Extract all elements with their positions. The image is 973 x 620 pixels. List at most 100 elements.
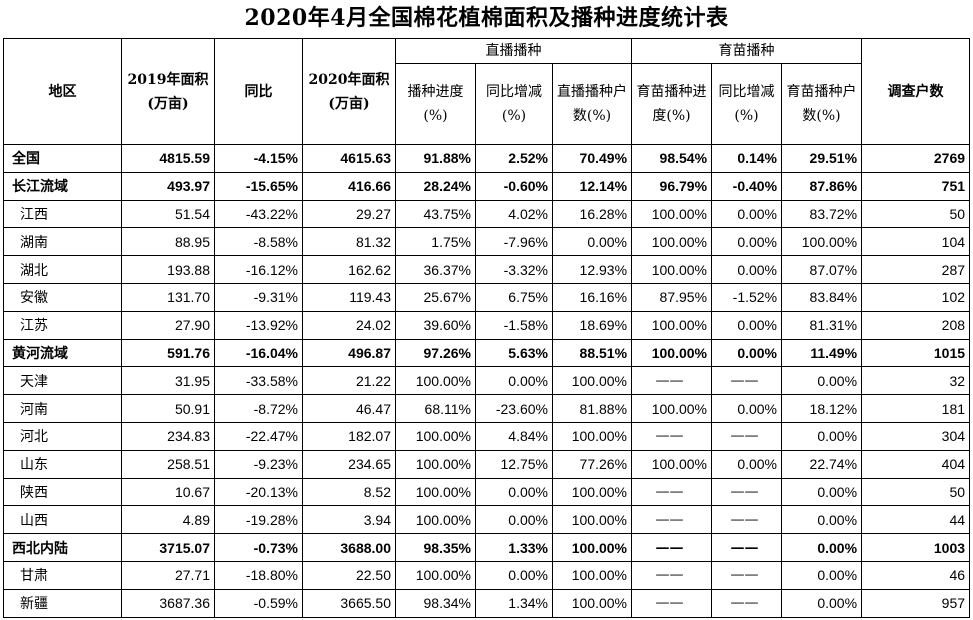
cell-direct-progress: 100.00%: [395, 560, 476, 590]
cell-seedling-progress: 100.00%: [631, 199, 713, 229]
cell-region: 山西: [3, 505, 122, 535]
cell-direct-households: 0.00%: [551, 227, 633, 257]
cell-direct-progress: 68.11%: [395, 394, 476, 423]
cell-yoy: -18.80%: [214, 560, 303, 590]
cell-direct-change: -0.60%: [475, 171, 553, 201]
table-body: 全国 4815.59 -4.15% 4615.63 91.88% 2.52% 70.49% 9…: [3, 144, 971, 618]
header-seedling-households: 育苗播种户数(%): [781, 63, 863, 145]
cell-survey: 287: [861, 255, 971, 284]
cell-seedling-change: ——: [711, 588, 783, 618]
cell-survey: 208: [861, 310, 971, 340]
cell-yoy: -43.22%: [214, 199, 303, 229]
cell-seedling-households: 0.00%: [781, 477, 863, 507]
table-row: 江西 51.54 -43.22% 29.27 43.75% 4.02% 16.28% 100.…: [3, 199, 971, 229]
cell-direct-change: 1.34%: [475, 588, 553, 618]
cell-direct-households: 100.00%: [551, 533, 633, 562]
cell-seedling-progress: 98.54%: [631, 144, 713, 173]
table-row: 河南 50.91 -8.72% 46.47 68.11% -23.60% 81.88% 100…: [3, 394, 971, 423]
cell-direct-households: 16.16%: [551, 282, 633, 312]
cell-region: 河北: [3, 421, 122, 451]
cell-direct-progress: 1.75%: [395, 227, 476, 257]
cell-direct-change: 6.75%: [475, 282, 553, 312]
cell-region: 天津: [3, 366, 122, 396]
cell-direct-households: 100.00%: [551, 505, 633, 535]
table-row: 湖北 193.88 -16.12% 162.62 36.37% -3.32% 12.93% 1…: [3, 255, 971, 284]
cell-yoy: -9.23%: [214, 449, 303, 479]
cell-direct-households: 12.93%: [551, 255, 633, 284]
cell-area-2019: 193.88: [121, 255, 215, 284]
cell-direct-change: -3.32%: [475, 255, 553, 284]
cell-seedling-change: ——: [711, 366, 783, 396]
cell-survey: 304: [861, 421, 971, 451]
cell-direct-progress: 98.35%: [395, 533, 476, 562]
cell-seedling-change: -0.40%: [711, 171, 783, 201]
cell-area-2019: 3715.07: [121, 533, 215, 562]
cell-seedling-progress: 100.00%: [631, 255, 713, 284]
cell-area-2019: 258.51: [121, 449, 215, 479]
cell-survey: 50: [861, 477, 971, 507]
cell-area-2019: 131.70: [121, 282, 215, 312]
table-row: 河北 234.83 -22.47% 182.07 100.00% 4.84% 100.00%…: [3, 421, 971, 451]
cell-region: 安徽: [3, 282, 122, 312]
cell-survey: 181: [861, 394, 971, 423]
cell-area-2020: 496.87: [302, 338, 396, 368]
cell-area-2019: 27.90: [121, 310, 215, 340]
header-direct-group: 直播播种: [394, 38, 633, 64]
cell-seedling-households: 0.00%: [781, 366, 863, 396]
cell-direct-households: 100.00%: [551, 421, 633, 451]
cell-direct-change: 0.00%: [475, 505, 553, 535]
cell-seedling-households: 29.51%: [781, 144, 863, 173]
cell-seedling-progress: 100.00%: [631, 227, 713, 257]
cell-direct-progress: 97.26%: [395, 338, 476, 368]
table-row: 甘肃 27.71 -18.80% 22.50 100.00% 0.00% 100.00% ——…: [3, 560, 971, 590]
cell-area-2019: 31.95: [121, 366, 215, 396]
cell-yoy: -8.72%: [214, 394, 303, 423]
cell-seedling-change: 0.00%: [711, 394, 783, 423]
cell-survey: 32: [861, 366, 971, 396]
cell-survey: 44: [861, 505, 971, 535]
header-seedling-progress: 育苗播种进度(%): [631, 63, 713, 145]
table-row: 陕西 10.67 -20.13% 8.52 100.00% 0.00% 100.00% —— —…: [3, 477, 971, 507]
cell-direct-households: 100.00%: [551, 560, 633, 590]
cell-survey: 46: [861, 560, 971, 590]
cell-survey: 404: [861, 449, 971, 479]
cell-region: 陕西: [3, 477, 122, 507]
cell-direct-change: 5.63%: [475, 338, 553, 368]
cell-direct-progress: 100.00%: [395, 421, 476, 451]
cell-survey: 1003: [861, 533, 971, 562]
cell-area-2020: 182.07: [302, 421, 396, 451]
cell-direct-households: 88.51%: [551, 338, 633, 368]
cell-seedling-progress: ——: [631, 588, 713, 618]
page-title: 2020年4月全国棉花植棉面积及播种进度统计表: [244, 5, 729, 31]
cell-seedling-progress: ——: [631, 533, 713, 562]
cell-seedling-change: ——: [711, 560, 783, 590]
cell-direct-change: 4.02%: [475, 199, 553, 229]
cell-survey: 102: [861, 282, 971, 312]
cell-direct-change: 4.84%: [475, 421, 553, 451]
cell-yoy: -33.58%: [214, 366, 303, 396]
header-direct-change: 同比增减(%): [475, 63, 553, 145]
cell-area-2020: 24.02: [302, 310, 396, 340]
cell-area-2020: 21.22: [302, 366, 396, 396]
cell-survey: 957: [861, 588, 971, 618]
cell-region: 长江流域: [3, 171, 122, 201]
cell-direct-change: 1.33%: [475, 533, 553, 562]
header-direct-households: 直播播种户数(%): [551, 63, 633, 145]
cell-seedling-households: 83.72%: [781, 199, 863, 229]
cell-region: 河南: [3, 394, 122, 423]
cell-area-2020: 416.66: [302, 171, 396, 201]
cell-seedling-progress: ——: [631, 560, 713, 590]
cell-survey: 50: [861, 199, 971, 229]
cell-region: 湖南: [3, 227, 122, 257]
cell-area-2020: 3688.00: [302, 533, 396, 562]
cell-area-2020: 119.43: [302, 282, 396, 312]
cell-region: 黄河流域: [3, 338, 122, 368]
cell-seedling-change: 0.00%: [711, 310, 783, 340]
table-row: 湖南 88.95 -8.58% 81.32 1.75% -7.96% 0.00% 100.00…: [3, 227, 971, 257]
cell-seedling-households: 0.00%: [781, 588, 863, 618]
cell-seedling-progress: 87.95%: [631, 282, 713, 312]
cell-area-2020: 4615.63: [302, 144, 396, 173]
cell-region: 甘肃: [3, 560, 122, 590]
cell-direct-progress: 98.34%: [395, 588, 476, 618]
cell-yoy: -22.47%: [214, 421, 303, 451]
